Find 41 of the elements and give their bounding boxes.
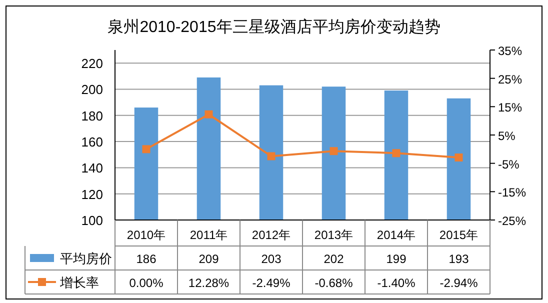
y-tick-label: 180 <box>81 108 103 124</box>
chart-title: 泉州2010-2015年三星级酒店平均房价变动趋势 <box>108 18 440 36</box>
x-tick-label: 2010年 <box>126 228 166 242</box>
y2-tick-label: 35% <box>498 44 522 58</box>
y2-tick-label: -15% <box>498 186 526 200</box>
data-label: 209 <box>198 252 220 266</box>
y-tick-label: 160 <box>81 134 103 150</box>
data-label: 186 <box>136 252 157 266</box>
point <box>454 153 463 162</box>
y2-tick-label: -5% <box>498 157 520 172</box>
x-tick-label: 2014年 <box>376 228 416 242</box>
x-tick-label: 2012年 <box>252 228 291 242</box>
x-tick-label: 2013年 <box>314 228 354 242</box>
data-label: 202 <box>324 252 344 266</box>
point <box>204 110 213 118</box>
data-label: -0.68% <box>314 276 354 290</box>
y2-tick-label: 25% <box>498 72 522 86</box>
point <box>142 145 150 154</box>
y2-tick-label: 15% <box>498 100 522 115</box>
y-tick-label: 200 <box>81 82 103 98</box>
point <box>267 152 276 160</box>
legend-label: 增长率 <box>59 275 99 290</box>
y2-tick-label: 5% <box>498 129 516 143</box>
y2-tick-label: -25% <box>498 214 526 228</box>
y-tick-label: 100 <box>81 213 103 228</box>
data-label: -2.49% <box>252 276 291 290</box>
x-tick-label: 2015年 <box>439 228 478 242</box>
y-tick-label: 220 <box>81 56 103 72</box>
point <box>330 147 338 156</box>
data-label: 193 <box>448 252 470 266</box>
data-label: 0.00% <box>129 276 164 290</box>
data-label: 199 <box>386 252 407 266</box>
y-tick-label: 140 <box>81 160 103 176</box>
y-tick-label: 120 <box>81 186 103 202</box>
legend-label: 平均房价 <box>60 251 112 266</box>
data-label: 203 <box>261 252 282 266</box>
data-label: -2.94% <box>440 276 478 290</box>
x-tick-label: 2011年 <box>190 228 228 242</box>
data-label: -1.40% <box>377 276 416 290</box>
data-label: 12.28% <box>188 276 230 290</box>
point <box>392 149 400 158</box>
